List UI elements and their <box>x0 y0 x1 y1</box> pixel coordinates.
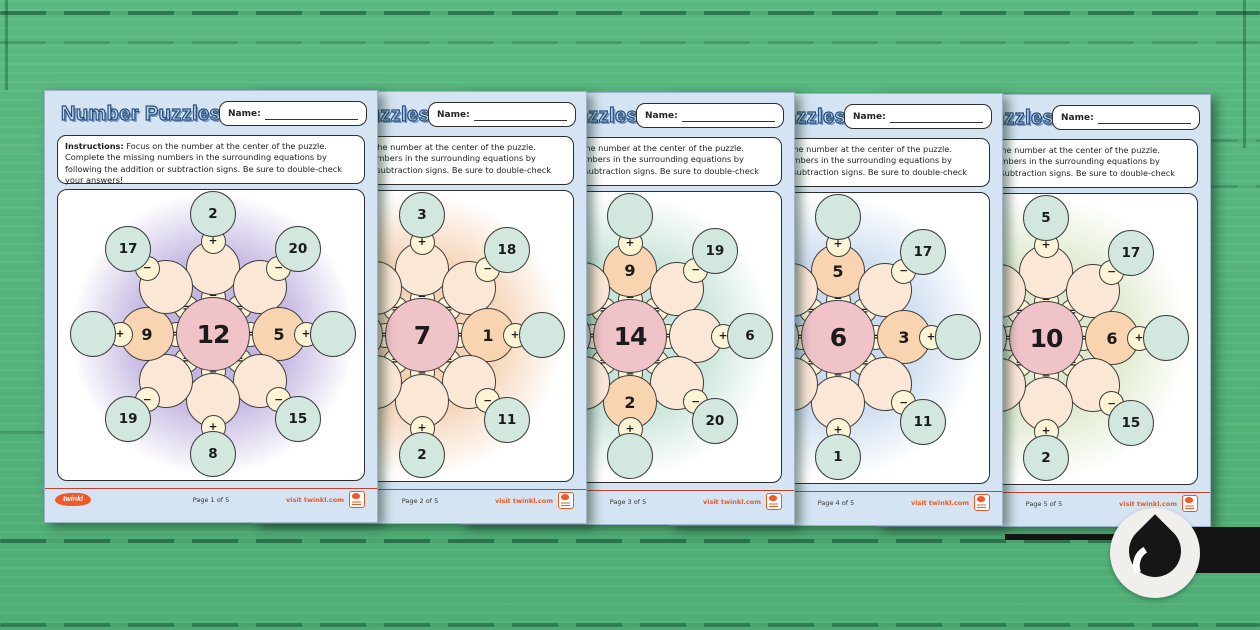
footer-site-link: visit twinkl.com <box>494 497 553 505</box>
quality-badge-icon <box>1182 495 1198 512</box>
puzzle-center-number: 7 <box>385 298 459 372</box>
wood-plank-seam <box>0 623 1260 627</box>
outer-number-circle: 20 <box>274 226 321 273</box>
name-label: Name: <box>853 111 886 122</box>
footer-site-link: visit twinkl.com <box>910 499 969 507</box>
twinkl-logo: twinkl <box>55 493 91 506</box>
name-field: Name: <box>219 101 367 126</box>
page-number-label: Page 1 of 5 <box>192 496 230 504</box>
footer-site-link: visit twinkl.com <box>702 498 761 506</box>
outer-number-circle <box>1143 315 1189 361</box>
mid-number-circle <box>441 261 496 316</box>
outer-number-circle: 17 <box>105 226 152 273</box>
quality-badge-icon <box>558 492 574 509</box>
name-field: Name: <box>1052 105 1200 130</box>
instructions-box: Instructions: Focus on the number at the… <box>57 135 365 186</box>
puzzle-center-number: 10 <box>1009 301 1083 375</box>
outer-number-circle: 15 <box>1107 399 1154 446</box>
instructions-heading: Instructions: <box>65 141 124 151</box>
name-field: Name: <box>636 103 784 128</box>
outer-number-circle: 3 <box>399 192 445 238</box>
outer-number-circle: 6 <box>727 313 773 359</box>
name-field: Name: <box>844 104 992 129</box>
puzzle-center-number: 12 <box>176 297 250 371</box>
ink-droplet-badge <box>1110 508 1200 598</box>
wood-plank-gap <box>5 0 8 90</box>
outer-number-circle: 5 <box>1023 195 1069 241</box>
name-blank-line <box>473 109 567 121</box>
outer-number-circle: 1 <box>815 434 861 480</box>
name-label: Name: <box>228 108 261 119</box>
outer-number-circle: 11 <box>899 398 946 445</box>
name-blank-line <box>1097 112 1191 124</box>
outer-number-circle <box>607 193 653 239</box>
puzzle-center-number: 6 <box>801 300 875 374</box>
sheet-header: Number Puzzles! Name: <box>60 101 367 129</box>
outer-number-circle: 8 <box>190 431 236 477</box>
wood-plank-gap <box>1243 0 1246 148</box>
quality-badge-icon <box>766 493 782 510</box>
ink-banner-bar <box>1190 527 1260 573</box>
name-label: Name: <box>1061 112 1094 123</box>
outer-number-circle: 17 <box>1107 230 1154 277</box>
ink-banner-line <box>1005 534 1155 540</box>
name-label: Name: <box>645 110 678 121</box>
quality-badge-icon <box>974 494 990 511</box>
instructions-text: Focus on the number at the center of the… <box>65 141 343 186</box>
outer-number-circle: 18 <box>483 227 530 274</box>
outer-number-circle: 2 <box>190 191 236 237</box>
footer-site-link: visit twinkl.com <box>285 496 344 504</box>
page-number-label: Page 5 of 5 <box>1025 500 1063 508</box>
sheet-footer: twinkl Page 1 of 5 visit twinkl.com <box>45 488 377 509</box>
name-label: Name: <box>437 109 470 120</box>
outer-number-circle: 2 <box>399 432 445 478</box>
name-blank-line <box>889 111 983 123</box>
page-number-label: Page 4 of 5 <box>817 499 855 507</box>
page-number-label: Page 2 of 5 <box>401 497 439 505</box>
name-field: Name: <box>428 102 576 127</box>
outer-number-circle: 2 <box>1023 435 1069 481</box>
outer-number-circle: 17 <box>899 229 946 276</box>
outer-number-circle: 11 <box>483 396 530 443</box>
outer-number-circle <box>607 433 653 479</box>
outer-number-circle <box>935 314 981 360</box>
wood-plank-seam <box>0 11 1260 15</box>
worksheet-title: Number Puzzles! <box>60 102 229 125</box>
outer-number-circle: 15 <box>274 395 321 442</box>
outer-number-circle <box>519 312 565 358</box>
name-blank-line <box>681 110 775 122</box>
puzzle-center-number: 14 <box>593 299 667 373</box>
outer-number-circle: 19 <box>691 228 738 275</box>
wood-plank-seam <box>0 539 1260 543</box>
mid-number-circle: 5 <box>252 307 306 361</box>
page-number-label: Page 3 of 5 <box>609 498 647 506</box>
outer-number-circle: 20 <box>691 397 738 444</box>
worksheet-page: Number Puzzles! Name: Instructions: Focu… <box>44 90 378 523</box>
quality-badge-icon <box>349 491 365 508</box>
outer-number-circle <box>815 194 861 240</box>
name-blank-line <box>264 108 358 120</box>
outer-number-circle <box>70 311 116 357</box>
wood-plank-seam <box>0 41 1260 44</box>
outer-number-circle <box>310 311 356 357</box>
footer-site-link: visit twinkl.com <box>1118 500 1177 508</box>
outer-number-circle: 19 <box>105 395 152 442</box>
